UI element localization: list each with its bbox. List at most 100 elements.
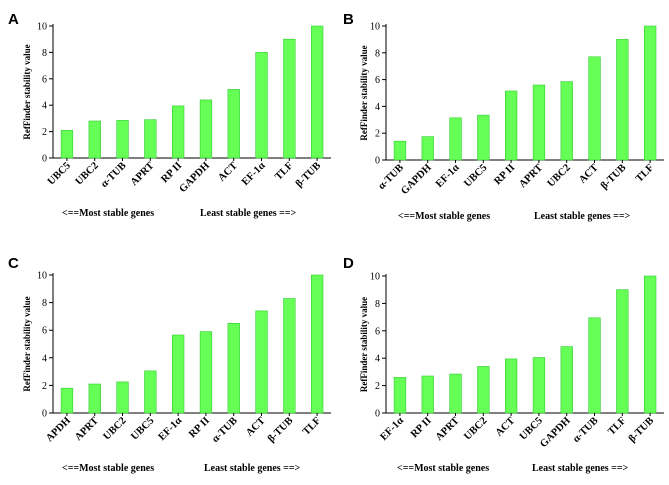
y-tick-label: 10 xyxy=(370,22,380,33)
category-label: APRT xyxy=(517,162,545,190)
least-stable-note: Least stable genes ==> xyxy=(200,208,297,219)
bar-a-4 xyxy=(144,119,157,159)
bar-b-6 xyxy=(532,84,546,161)
category-label: TLF xyxy=(301,415,323,437)
bar-d-4 xyxy=(477,366,490,414)
category-label: UBC5 xyxy=(129,415,156,442)
bar-d-6 xyxy=(532,357,546,414)
bar-b-10 xyxy=(643,25,657,161)
category-label: α-TUB xyxy=(99,160,129,190)
category-label: UBC5 xyxy=(462,162,489,189)
y-axis-title: RefFinder stability value xyxy=(22,296,32,391)
category-label: UBC2 xyxy=(101,415,128,442)
category-label: TLF xyxy=(606,415,628,437)
bar-c-8 xyxy=(255,310,268,414)
y-tick-label: 6 xyxy=(375,75,380,86)
category-label: RP II xyxy=(409,415,434,440)
bar-b-3 xyxy=(449,117,462,161)
most-stable-note: <==Most stable genes xyxy=(397,463,489,474)
y-tick-label: 0 xyxy=(42,154,47,165)
bar-a-5 xyxy=(172,105,185,159)
y-axis-title: RefFinder stability value xyxy=(359,45,369,140)
bar-b-9 xyxy=(616,39,629,161)
y-tick-label: 2 xyxy=(42,381,47,392)
bar-a-10 xyxy=(310,25,324,159)
category-label: GAPDH xyxy=(538,415,573,450)
least-stable-note: Least stable genes ==> xyxy=(534,211,631,222)
y-axis-title: RefFinder stability value xyxy=(22,44,32,139)
y-tick-label: 2 xyxy=(42,127,47,138)
category-label: APRT xyxy=(73,415,101,443)
bar-d-2 xyxy=(421,375,434,414)
category-label: GAPDH xyxy=(177,160,212,195)
bar-c-4 xyxy=(144,370,157,414)
least-stable-note: Least stable genes ==> xyxy=(204,463,301,474)
category-label: RP II xyxy=(492,162,517,187)
y-tick-label: 8 xyxy=(375,48,380,59)
bar-b-7 xyxy=(560,81,573,161)
category-label: UBC2 xyxy=(74,160,101,187)
category-label: UBC2 xyxy=(462,415,489,442)
panel-label: A xyxy=(8,11,19,28)
y-tick-label: 4 xyxy=(42,353,47,364)
bar-c-10 xyxy=(310,274,324,414)
bar-a-8 xyxy=(255,52,268,159)
category-label: ACT xyxy=(244,415,267,438)
chart-panel-a: A 0 2 4 6 8 10 RefFinder stability value UBC5 UBC… xyxy=(8,11,331,219)
y-tick-label: 10 xyxy=(37,271,47,282)
y-tick-label: 10 xyxy=(370,272,380,283)
y-tick-label: 4 xyxy=(375,354,380,365)
least-stable-note: Least stable genes ==> xyxy=(532,463,629,474)
category-label: APDH xyxy=(44,415,73,444)
bar-c-3 xyxy=(116,381,129,414)
category-label: EF-1α xyxy=(434,162,462,190)
y-tick-label: 6 xyxy=(42,74,47,85)
y-axis-title: RefFinder stability value xyxy=(359,297,369,392)
bar-c-9 xyxy=(283,298,296,414)
category-label: EF-1α xyxy=(240,160,268,188)
bar-c-7 xyxy=(227,322,240,414)
category-label: α-TUB xyxy=(210,415,240,445)
bar-d-1 xyxy=(393,377,407,414)
y-tick-label: 0 xyxy=(42,409,47,420)
y-tick-label: 6 xyxy=(42,326,47,337)
y-tick-label: 4 xyxy=(375,102,380,113)
bar-c-2 xyxy=(88,383,101,414)
bar-b-1 xyxy=(393,140,407,161)
bar-b-4 xyxy=(477,114,490,161)
bar-d-5 xyxy=(504,358,518,414)
category-label: α-TUB xyxy=(571,415,601,445)
most-stable-note: <==Most stable genes xyxy=(62,208,154,219)
bar-a-3 xyxy=(116,120,129,159)
y-tick-label: 2 xyxy=(375,381,380,392)
chart-panel-d: D 0 2 4 6 8 10 RefFinder stability value EF-1α RP… xyxy=(343,255,664,474)
bar-a-6 xyxy=(199,99,213,159)
chart-panel-c: C 0 2 4 6 8 10 RefFinder stability value APDH APR… xyxy=(8,255,331,474)
bar-c-1 xyxy=(60,387,74,414)
y-tick-label: 6 xyxy=(375,326,380,337)
panel-label: D xyxy=(343,255,354,272)
category-label: APRT xyxy=(434,415,462,443)
bar-d-8 xyxy=(588,317,601,414)
category-label: β-TUB xyxy=(294,160,323,189)
category-label: RP II xyxy=(159,160,184,185)
category-label: β-TUB xyxy=(627,415,656,444)
bar-d-9 xyxy=(616,289,629,414)
category-label: β-TUB xyxy=(599,162,628,191)
category-label: ACT xyxy=(494,415,517,438)
category-label: TLF xyxy=(634,162,656,184)
bar-b-2 xyxy=(421,136,434,161)
category-label: EF-1α xyxy=(378,415,406,443)
y-tick-label: 10 xyxy=(37,22,47,33)
y-tick-label: 0 xyxy=(375,156,380,167)
y-tick-label: 2 xyxy=(375,129,380,140)
y-tick-label: 8 xyxy=(375,299,380,310)
bar-d-7 xyxy=(560,346,573,414)
bar-a-7 xyxy=(227,89,240,159)
category-label: APRT xyxy=(129,160,157,188)
bar-c-6 xyxy=(199,331,213,414)
bar-b-8 xyxy=(588,56,601,161)
